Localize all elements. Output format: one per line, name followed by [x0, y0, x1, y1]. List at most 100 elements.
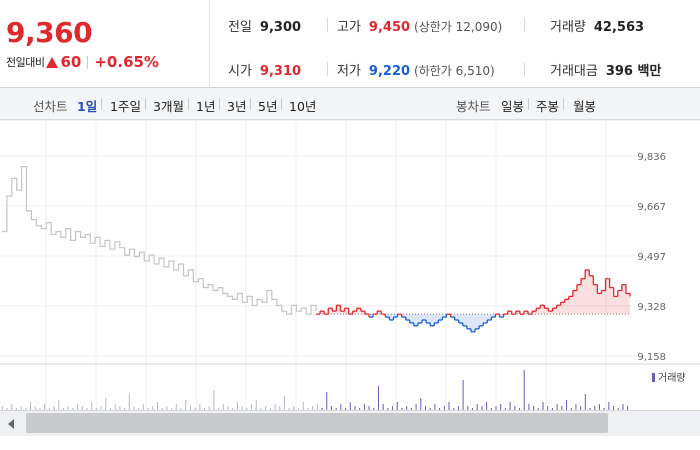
low-stat: 저가 9,220 (하한가 6,510)	[337, 60, 495, 79]
area-fill	[483, 314, 488, 323]
area-fill	[360, 311, 365, 315]
area-fill	[377, 311, 382, 315]
area-fill	[507, 311, 512, 315]
volume-value: 42,563	[593, 20, 645, 35]
y-tick-label: 9,158	[637, 352, 666, 363]
area-fill	[540, 305, 545, 315]
current-price: 9,360	[6, 16, 93, 49]
scrollbar-thumb[interactable]	[26, 413, 608, 433]
high-stat: 고가 9,450 (상한가 12,090)	[337, 16, 502, 35]
quote-panel: 9,360 전일대비 60 +0.65% 전일 9,300 고가 9,450 (…	[0, 0, 700, 88]
tab-3month[interactable]: 3개월	[153, 99, 184, 114]
area-fill	[613, 296, 618, 315]
candle-chart-label: 봉차트	[456, 99, 491, 114]
current-price-box: 9,360 전일대비 60 +0.65%	[0, 0, 210, 88]
area-fill	[352, 311, 357, 315]
upper-limit: (상한가 12,090)	[414, 20, 503, 34]
divider	[327, 18, 328, 32]
tab-3year[interactable]: 3년	[227, 99, 247, 114]
area-fill	[320, 311, 325, 315]
area-fill	[470, 314, 476, 332]
area-fill	[548, 311, 553, 315]
volume-legend-label: 거래량	[658, 372, 686, 384]
area-fill	[430, 314, 435, 326]
tab-weekly-candle[interactable]: 주봉	[536, 99, 560, 114]
area-fill	[393, 314, 398, 318]
area-fill	[401, 314, 406, 318]
prev-close-stat: 전일 9,300	[228, 16, 301, 35]
area-fill	[332, 311, 337, 315]
area-fill	[491, 314, 496, 318]
area-fill	[544, 308, 549, 315]
y-tick-label: 9,328	[637, 302, 666, 313]
tab-10year[interactable]: 10년	[289, 99, 317, 114]
area-fill	[589, 275, 594, 315]
area-fill	[475, 314, 480, 329]
divider	[524, 18, 525, 32]
area-fill	[499, 314, 504, 318]
tab-1year[interactable]: 1년	[196, 99, 216, 114]
area-fill	[344, 308, 349, 315]
divider	[188, 98, 189, 110]
scroll-left-icon[interactable]	[8, 419, 14, 429]
line-chart-label: 선차트	[33, 99, 68, 114]
y-tick-label: 9,667	[637, 202, 666, 213]
divider	[87, 55, 89, 69]
tab-monthly-candle[interactable]: 월봉	[573, 99, 597, 114]
area-fill	[532, 311, 537, 315]
change-percent: +0.65%	[94, 53, 159, 71]
turnover-stat: 거래대금 396 백만	[550, 60, 661, 79]
divider	[101, 98, 102, 110]
chart-scrollbar[interactable]	[0, 410, 700, 436]
area-fill	[336, 305, 341, 315]
area-fill	[552, 308, 557, 315]
divider	[145, 98, 146, 110]
area-fill	[572, 290, 577, 315]
area-fill	[597, 293, 602, 315]
area-fill	[409, 314, 414, 323]
open-stat: 시가 9,310	[228, 60, 301, 79]
price-chart-svg: 9,836 9,667 9,497 9,328 9,158 거래량	[0, 120, 700, 410]
area-fill	[356, 308, 361, 315]
volume-label: 거래량	[550, 20, 586, 35]
area-fill	[458, 314, 463, 323]
low-value: 9,220	[368, 64, 411, 79]
divider	[528, 98, 529, 110]
area-fill	[564, 299, 569, 315]
area-fill	[434, 314, 439, 323]
area-fill	[576, 284, 582, 315]
up-arrow-icon	[46, 56, 59, 68]
area-fill	[605, 278, 610, 315]
tab-1week[interactable]: 1주일	[110, 99, 141, 114]
prev-day-series	[2, 166, 317, 315]
price-chart: 9,836 9,667 9,497 9,328 9,158 거래량	[0, 120, 700, 410]
y-tick-label: 9,497	[637, 252, 666, 263]
open-label: 시가	[228, 64, 252, 79]
tab-daily-candle[interactable]: 일봉	[501, 99, 525, 114]
area-fill	[515, 311, 520, 315]
area-fill	[426, 314, 431, 323]
change-value: 60	[60, 53, 82, 71]
area-fill	[422, 314, 427, 321]
y-tick-label: 9,836	[637, 152, 666, 163]
area-fill	[438, 314, 443, 321]
divider	[281, 98, 282, 110]
area-fill	[536, 308, 541, 315]
area-fill	[417, 314, 423, 323]
area-fill	[413, 314, 418, 326]
area-fill	[487, 314, 492, 321]
area-fill	[568, 296, 573, 315]
divider	[219, 98, 220, 110]
open-value: 9,310	[259, 64, 302, 79]
area-fill	[621, 284, 626, 315]
area-fill	[462, 314, 467, 326]
tab-1day[interactable]: 1일	[77, 99, 98, 114]
divider	[524, 62, 525, 76]
tab-5year[interactable]: 5년	[258, 99, 278, 114]
turnover-label: 거래대금	[550, 64, 598, 79]
divider	[327, 62, 328, 76]
prev-close-value: 9,300	[259, 20, 302, 35]
low-label: 저가	[337, 64, 361, 79]
turnover-value: 396 백만	[605, 64, 662, 79]
